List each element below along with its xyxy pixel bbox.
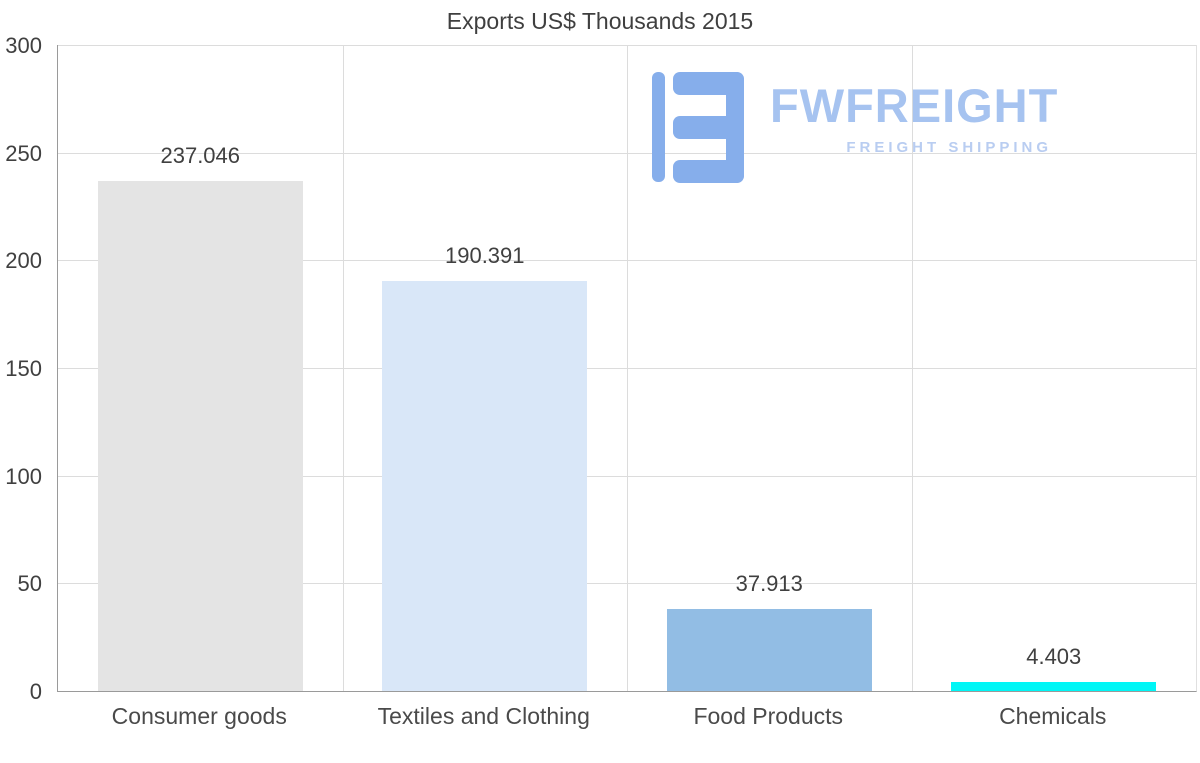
bar-value-label-food-products: 37.913 [735, 571, 803, 597]
y-tick-label: 250 [5, 140, 42, 166]
bar-food-products [666, 609, 872, 691]
brand-name: FWFREIGHT [770, 79, 1059, 132]
brand-tagline: FREIGHT SHIPPING [846, 139, 1053, 156]
bar-textiles-and-clothing [382, 281, 588, 691]
chart-title: Exports US$ Thousands 2015 [446, 8, 754, 34]
y-tick-label: 100 [5, 463, 42, 489]
x-axis-label-food-products: Food Products [693, 703, 844, 729]
y-tick-label: 0 [29, 679, 42, 704]
brand-logo-icon [652, 72, 744, 183]
brand-watermark: FWFREIGHT FREIGHT SHIPPING [652, 70, 1058, 185]
bar-chemicals [951, 681, 1157, 691]
x-axis-label-textiles-and-clothing: Textiles and Clothing [377, 703, 590, 729]
bar-value-label-consumer-goods: 237.046 [160, 142, 241, 168]
v-gridline [342, 45, 344, 691]
v-gridline [627, 45, 628, 691]
bar-consumer-goods [97, 180, 303, 691]
plot-area: 237.046 190.391 37.913 4.403 [57, 45, 1197, 692]
x-axis-label-consumer-goods: Consumer goods [111, 703, 287, 729]
y-tick-label: 200 [5, 248, 42, 274]
y-tick-label: 150 [5, 356, 42, 381]
bar-value-label-textiles-and-clothing: 190.391 [444, 243, 525, 269]
bar-value-label-chemicals: 4.403 [1026, 643, 1082, 669]
v-gridline [911, 45, 913, 691]
y-tick-label: 50 [17, 571, 42, 597]
x-axis-label-chemicals: Chemicals [999, 703, 1107, 729]
y-axis-tick-labels: 0 50 100 150 200 250 300 [0, 35, 48, 703]
x-axis-labels: Consumer goods Textiles and Clothing Food … [57, 703, 1197, 743]
brand-text-block: FWFREIGHT FREIGHT SHIPPING [770, 70, 1058, 156]
y-tick-label: 300 [5, 33, 42, 58]
